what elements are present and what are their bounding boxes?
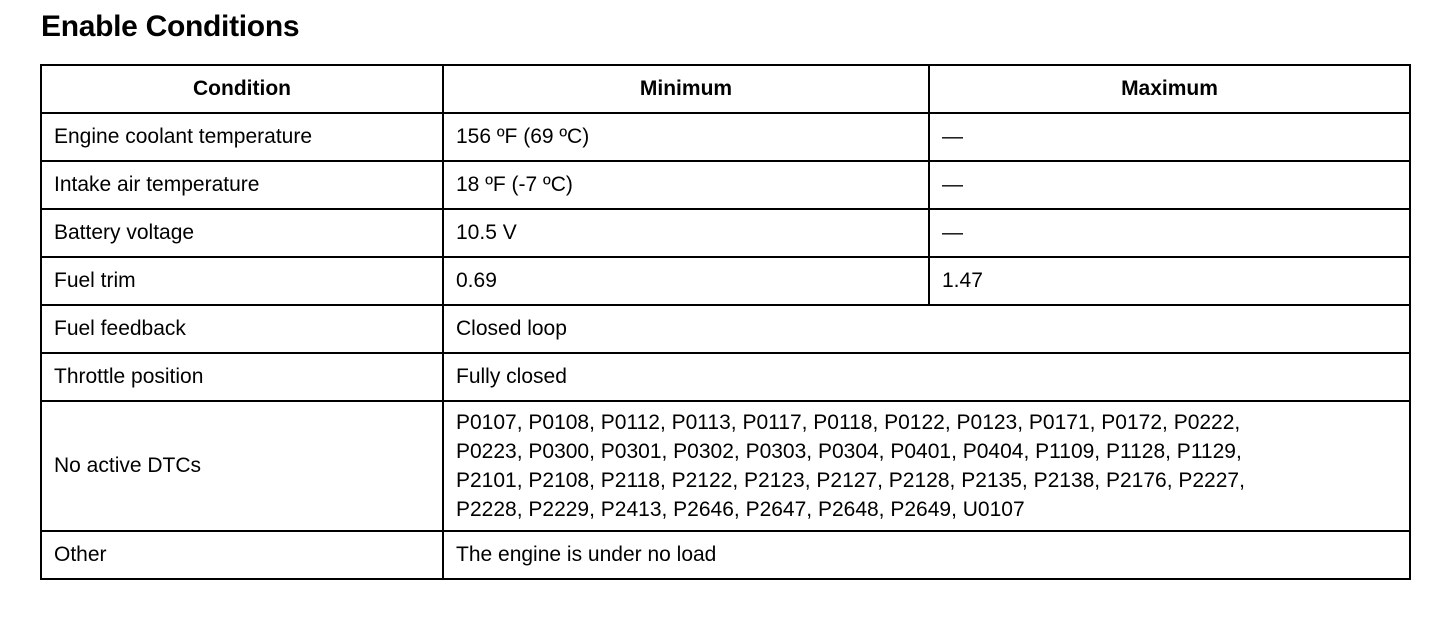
condition-cell: Battery voltage [40, 208, 444, 258]
condition-cell: No active DTCs [40, 400, 444, 532]
minimum-cell: 0.69 [442, 256, 930, 306]
maximum-cell: 1.47 [928, 256, 1411, 306]
table-row: No active DTCs P0107, P0108, P0112, P011… [40, 400, 1411, 532]
condition-cell: Other [40, 530, 444, 580]
header-maximum: Maximum [928, 64, 1411, 114]
condition-cell: Throttle position [40, 352, 444, 402]
table-row: Intake air temperature 18 ºF (-7 ºC) — [40, 160, 1411, 210]
dtc-line: P2101, P2108, P2118, P2122, P2123, P2127… [456, 469, 1245, 492]
section-title: Enable Conditions [41, 10, 300, 43]
table-header-row: Condition Minimum Maximum [40, 64, 1411, 114]
table-row: Throttle position Fully closed [40, 352, 1411, 402]
table-row: Fuel trim 0.69 1.47 [40, 256, 1411, 306]
value-cell: Closed loop [442, 304, 1411, 354]
enable-conditions-table: Condition Minimum Maximum Engine coolant… [40, 64, 1411, 580]
condition-cell: Engine coolant temperature [40, 112, 444, 162]
table-row: Fuel feedback Closed loop [40, 304, 1411, 354]
condition-cell: Fuel trim [40, 256, 444, 306]
value-cell: The engine is under no load [442, 530, 1411, 580]
condition-cell: Intake air temperature [40, 160, 444, 210]
maximum-cell: — [928, 160, 1411, 210]
table-row: Battery voltage 10.5 V — [40, 208, 1411, 258]
condition-cell: Fuel feedback [40, 304, 444, 354]
minimum-cell: 18 ºF (-7 ºC) [442, 160, 930, 210]
table-row: Engine coolant temperature 156 ºF (69 ºC… [40, 112, 1411, 162]
dtc-line: P0107, P0108, P0112, P0113, P0117, P0118… [456, 411, 1241, 434]
minimum-cell: 156 ºF (69 ºC) [442, 112, 930, 162]
dtc-list-cell: P0107, P0108, P0112, P0113, P0117, P0118… [442, 400, 1411, 532]
dtc-line: P0223, P0300, P0301, P0302, P0303, P0304… [456, 440, 1242, 463]
maximum-cell: — [928, 112, 1411, 162]
dtc-line: P2228, P2229, P2413, P2646, P2647, P2648… [456, 498, 1025, 521]
value-cell: Fully closed [442, 352, 1411, 402]
minimum-cell: 10.5 V [442, 208, 930, 258]
table-row: Other The engine is under no load [40, 530, 1411, 580]
header-minimum: Minimum [442, 64, 930, 114]
header-condition: Condition [40, 64, 444, 114]
maximum-cell: — [928, 208, 1411, 258]
